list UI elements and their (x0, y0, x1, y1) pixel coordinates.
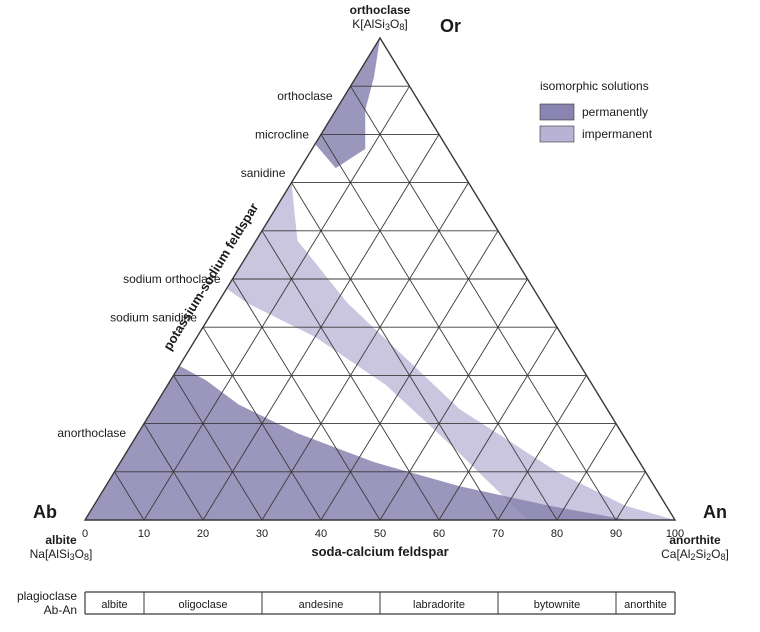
legend-label: impermanent (582, 127, 653, 141)
bottom-tick: 80 (551, 528, 563, 540)
plag-title2: Ab-An (44, 603, 77, 617)
svg-text:Na[AlSi3O8]: Na[AlSi3O8] (30, 547, 93, 562)
plag-segment: labradorite (413, 599, 465, 611)
vertex-symbol-an: An (703, 502, 727, 522)
left-edge-label: sodium sanidine (110, 311, 197, 325)
vertex-right: An anorthiteCa[Al2Si2O8] (661, 502, 729, 562)
ternary-diagram: 0102030405060708090100soda-calcium felds… (0, 0, 760, 632)
left-edge-label: microcline (255, 127, 309, 141)
bottom-tick: 20 (197, 528, 209, 540)
bottom-tick: 40 (315, 528, 327, 540)
bottom-tick: 10 (138, 528, 150, 540)
bottom-tick: 30 (256, 528, 268, 540)
legend-title: isomorphic solutions (540, 79, 649, 93)
svg-text:albite: albite (45, 533, 77, 547)
plag-segment: andesine (299, 599, 344, 611)
left-edge-label: anorthoclase (57, 426, 126, 440)
legend-swatch (540, 126, 574, 142)
plagioclase-bar: plagioclaseAb-An albite oligoclase andesine… (17, 589, 675, 617)
plag-title1: plagioclase (17, 589, 77, 603)
vertex-symbol-ab: Ab (33, 502, 57, 522)
left-edge-label: sanidine (241, 166, 286, 180)
bottom-tick: 70 (492, 528, 504, 540)
left-edge-label: sodium orthoclase (123, 272, 221, 286)
bottom-scale: 0102030405060708090100soda-calcium felds… (82, 528, 684, 559)
region-permanently-top (315, 38, 380, 168)
svg-text:anorthite: anorthite (669, 533, 721, 547)
bottom-tick: 0 (82, 528, 88, 540)
legend-swatch (540, 104, 574, 120)
plag-segment: anorthite (624, 599, 667, 611)
plag-segment: albite (101, 599, 127, 611)
legend: isomorphic solutions permanently impermane… (540, 79, 653, 142)
vertex-top: orthoclaseK[AlSi3O8] Or (350, 3, 461, 36)
left-edge-label: orthoclase (277, 89, 333, 103)
legend-label: permanently (582, 105, 648, 119)
svg-text:orthoclase: orthoclase (350, 3, 411, 17)
axis-bottom-title: soda-calcium feldspar (311, 544, 448, 559)
svg-text:K[AlSi3O8]: K[AlSi3O8] (352, 17, 407, 32)
plag-segment: bytownite (534, 599, 580, 611)
svg-text:Ca[Al2Si2O8]: Ca[Al2Si2O8] (661, 547, 729, 562)
plag-segment: oligoclase (179, 599, 228, 611)
vertex-symbol-or: Or (440, 16, 461, 36)
bottom-tick: 90 (610, 528, 622, 540)
bottom-tick: 50 (374, 528, 386, 540)
bottom-tick: 60 (433, 528, 445, 540)
